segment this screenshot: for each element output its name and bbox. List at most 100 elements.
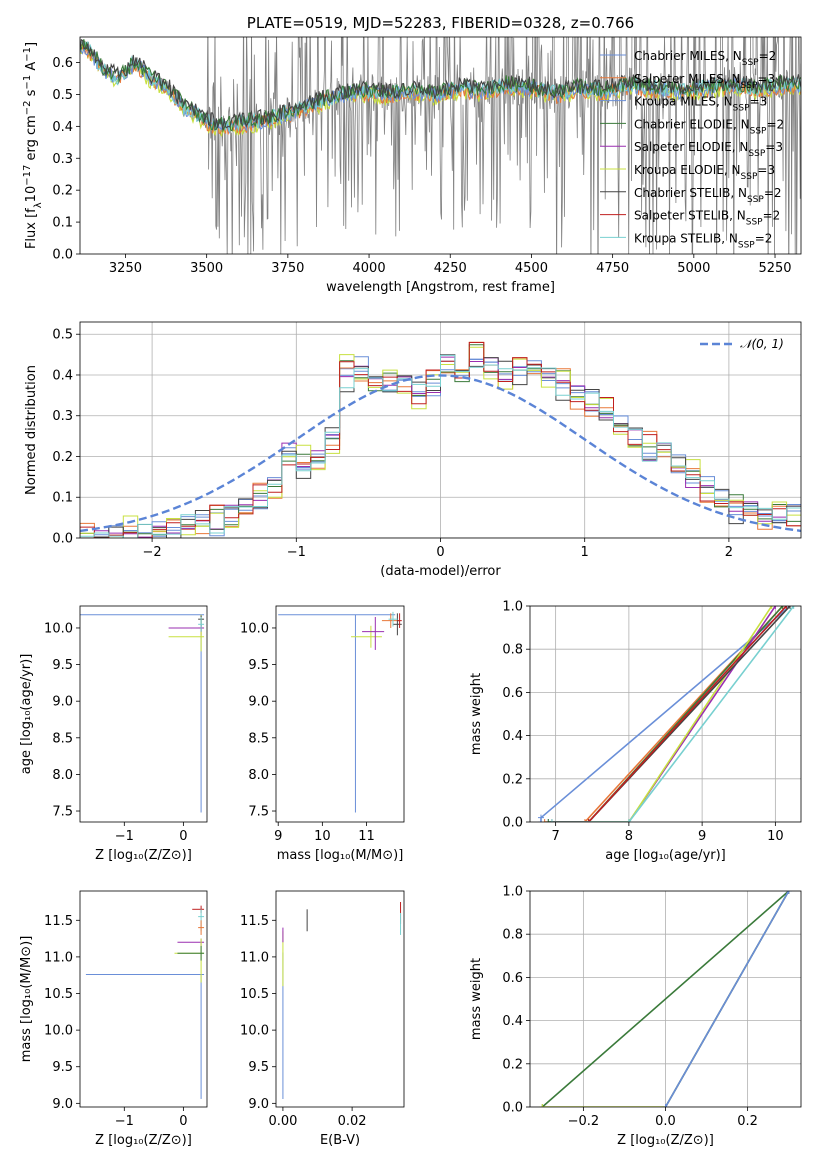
cumulative-line-salpeter_miles [544, 606, 784, 822]
x-tick-label: 4500 [515, 261, 548, 276]
y-tick-label: 7.5 [52, 805, 73, 820]
plot-area [80, 322, 801, 538]
plot-area [80, 37, 801, 254]
y-label-part: −2 [22, 100, 33, 115]
legend-label-main: Kroupa MILES, N [634, 95, 733, 109]
x-axis-label: mass [log₁₀(M/M⊙)] [277, 848, 404, 863]
legend-label-tail: =3 [765, 140, 783, 154]
y-label-part: ] [24, 42, 39, 47]
x-tick-label: −1 [115, 1114, 134, 1129]
x-tick-label: 10 [314, 829, 331, 844]
y-tick-label: 10.0 [240, 1024, 269, 1039]
x-axis-label: wavelength [Angstrom, rest frame] [326, 280, 555, 295]
chart-title: PLATE=0519, MJD=52283, FIBERID=0328, z=0… [247, 14, 634, 32]
x-tick-label: 2 [725, 545, 733, 560]
y-axis-label: Normed distribution [24, 365, 39, 495]
legend-label-sub: SSP [747, 195, 764, 205]
cumulative-marker [545, 819, 552, 822]
y-tick-label: 11.0 [44, 950, 73, 965]
y-axis-label: age [log₁₀(age/yr)] [19, 654, 34, 775]
y-axis-label: mass [log₁₀(M/M⊙)] [19, 936, 34, 1063]
legend-label-tail: =2 [766, 117, 784, 131]
cumulative-line-kroupa_stelib [552, 606, 795, 822]
y-tick-label: 1.0 [502, 600, 523, 615]
y-tick-label: 0.4 [52, 120, 73, 135]
y-tick-label: 10.0 [44, 621, 73, 636]
y-tick-label: 0.4 [502, 1014, 523, 1029]
x-tick-label: 3750 [271, 261, 304, 276]
y-tick-label: 0.2 [52, 184, 73, 199]
axes-residuals: −2 −1 0 1 2 0.0 0.1 0.2 0.3 0.4 0.5 (data-model)/er… [24, 321, 802, 579]
y-tick-label: 0.8 [502, 643, 523, 658]
cumulative-marker [662, 1104, 669, 1107]
y-tick-label: 9.0 [248, 1097, 269, 1112]
legend-label-main: Salpeter MILES, N [634, 72, 741, 86]
y-tick-label: 9.5 [52, 658, 73, 673]
x-axis-label: Z [log₁₀(Z/Z⊙)] [95, 848, 192, 863]
y-tick-label: 10.0 [44, 1024, 73, 1039]
y-label-part: erg cm [24, 115, 39, 164]
y-axis-label: mass weight [469, 673, 484, 755]
legend-label-tail: =3 [750, 95, 768, 109]
plot-area [278, 611, 402, 813]
plot-area [282, 901, 402, 1099]
cumulative-marker [783, 606, 790, 609]
axes-cum_z: −0.2 0.0 0.2 0.0 0.2 0.4 0.6 0.8 1.0 Z [log₁₀(Z/Z… [469, 885, 802, 1148]
y-tick-label: 9.5 [52, 1060, 73, 1075]
y-axis-label: Flux [fλ10−17 erg cm−2 s−1 A−1] [22, 42, 44, 249]
y-tick-label: 0.0 [502, 1101, 523, 1116]
y-tick-label: 0.3 [52, 409, 73, 424]
histogram-kroupa_stelib [80, 354, 801, 538]
y-tick-label: 7.5 [248, 805, 269, 820]
x-tick-label: 9 [698, 829, 706, 844]
y-label-part: −1 [22, 47, 33, 62]
axes-frame [529, 890, 802, 1108]
y-tick-label: 8.0 [248, 768, 269, 783]
x-tick-label: 0 [436, 545, 444, 560]
y-tick-label: 0.0 [52, 532, 73, 547]
x-tick-label: 0.00 [268, 1114, 297, 1129]
legend-label-tail: =2 [764, 186, 782, 200]
x-tick-label: 0.02 [338, 1114, 367, 1129]
y-tick-label: 0.0 [502, 816, 523, 831]
axes-mass_vs_z: −1 0 9.0 9.5 10.0 10.5 11.0 11.5 Z [log₁₀(Z/Z⊙)]… [19, 890, 208, 1148]
y-tick-label: 0.6 [52, 56, 73, 71]
x-tick-label: 0 [179, 829, 187, 844]
cumulative-marker [790, 606, 797, 609]
y-label-part: −17 [22, 165, 33, 186]
axes-cum_age: 7 8 9 10 0.0 0.2 0.4 0.6 0.8 1.0 age [log₁₀(age/yr… [469, 600, 802, 863]
axes-age_vs_z: −1 0 7.5 8.0 8.5 9.0 9.5 10.0 Z [log₁₀(Z/Z⊙)] age… [19, 605, 208, 863]
axes-frame [79, 605, 208, 823]
axes-frame [275, 605, 405, 823]
y-tick-label: 0.0 [52, 248, 73, 263]
y-tick-label: 9.5 [248, 658, 269, 673]
y-tick-label: 11.0 [240, 950, 269, 965]
y-label-part: Flux [f [24, 208, 39, 249]
legend-label-main: Chabrier ELODIE, N [634, 117, 750, 131]
cumulative-line-chabrier_stelib [552, 606, 791, 822]
x-tick-label: 4750 [596, 261, 629, 276]
legend-label-main: Kroupa ELODIE, N [634, 163, 741, 177]
legend-label-sub: SSP [733, 104, 750, 114]
y-tick-label: 0.8 [502, 928, 523, 943]
cumulative-marker [541, 819, 548, 822]
legend-label-sub: SSP [741, 172, 758, 182]
x-tick-label: 8 [625, 829, 633, 844]
y-tick-label: 0.5 [52, 328, 73, 343]
cumulative-line-salpeter_stelib [552, 606, 787, 822]
y-tick-label: 9.5 [248, 1060, 269, 1075]
legend-label-main: Chabrier MILES, N [634, 49, 742, 63]
legend-label-sub: SSP [746, 218, 763, 228]
axes-spectrum: 3250 3500 3750 4000 4250 4500 4750 5000 5250 0.0 0… [22, 14, 802, 295]
legend-label: Chabrier ELODIE, NSSP=2 [634, 117, 784, 136]
x-tick-label: 0.2 [737, 1114, 758, 1129]
x-tick-label: 0 [179, 1114, 187, 1129]
y-tick-label: 10.5 [240, 987, 269, 1002]
cumulative-marker [772, 606, 779, 609]
cumulative-line-kroupa_elodie [552, 606, 773, 822]
legend-label: Salpeter STELIB, NSSP=2 [634, 209, 780, 228]
axes-frame [79, 321, 802, 539]
y-tick-label: 0.2 [502, 772, 523, 787]
